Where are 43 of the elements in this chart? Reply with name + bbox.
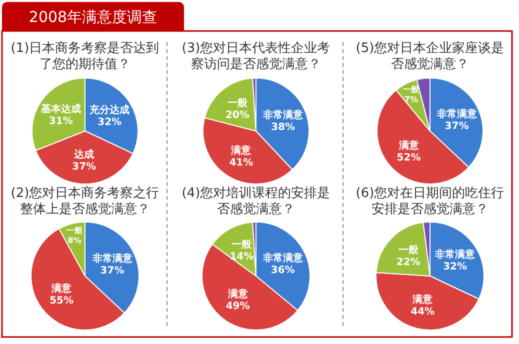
chart-title: (4)您对培训课程的安排是否感觉满意？ [182,185,330,217]
data-label: 31% [48,116,73,128]
slice-label: 达成 [73,148,94,161]
slice-label: 满意 [230,144,252,157]
data-label: 55% [50,296,74,307]
data-label: 38% [271,122,296,133]
slice-label: 满意 [398,139,420,152]
chart-title: (1)日本商务考察是否达到了您的期待值？ [10,40,160,72]
slice-label: 非常满意 [262,252,304,264]
slice-label: 满意 [412,293,434,306]
data-label: 37% [100,266,124,277]
slice-label: 一般 [232,238,253,250]
data-label: 49% [226,300,250,312]
slice-label: 非常满意 [434,248,476,261]
data-label: 37% [72,162,96,173]
chart-title: (6)您对在日期间的吃住行安排是否感觉满意？ [356,186,504,217]
slice-label: 一般 [66,226,84,236]
slice-label: 非常满意 [436,108,478,120]
slice-label: 非常满意 [262,108,304,121]
slice-label: 充分达成 [88,104,130,116]
data-label: 7% [404,94,418,104]
chart-title: (2)您对日本商务考察之行整体上是否感觉满意？ [10,185,160,217]
chart-title: (5)您对日本企业家座谈是否感觉满意？ [356,40,504,72]
data-label: 32% [98,116,122,128]
slice-label: 非常满意 [91,252,134,265]
slice-label: 一般 [403,84,420,94]
data-label: 8% [68,236,82,246]
slice-label: 满意 [226,288,249,300]
data-label: 22% [396,257,420,268]
data-label: 41% [229,158,254,169]
slice-label: 满意 [50,282,73,295]
chart-title: (3)您对日本代表性企业考察访问是否感觉满意？ [182,41,330,72]
data-label: 44% [410,306,435,318]
data-label: 52% [396,152,421,164]
data-label: 37% [444,120,469,132]
slice-label: 一般 [227,97,248,110]
slice-label: 一般 [398,244,420,256]
text: 2008年满意度调查 [28,8,158,26]
data-label: 32% [443,262,468,273]
data-label: 36% [270,264,295,276]
data-label: 14% [230,251,254,262]
data-label: 20% [225,110,250,122]
slice-label: 基本达成 [40,103,81,116]
